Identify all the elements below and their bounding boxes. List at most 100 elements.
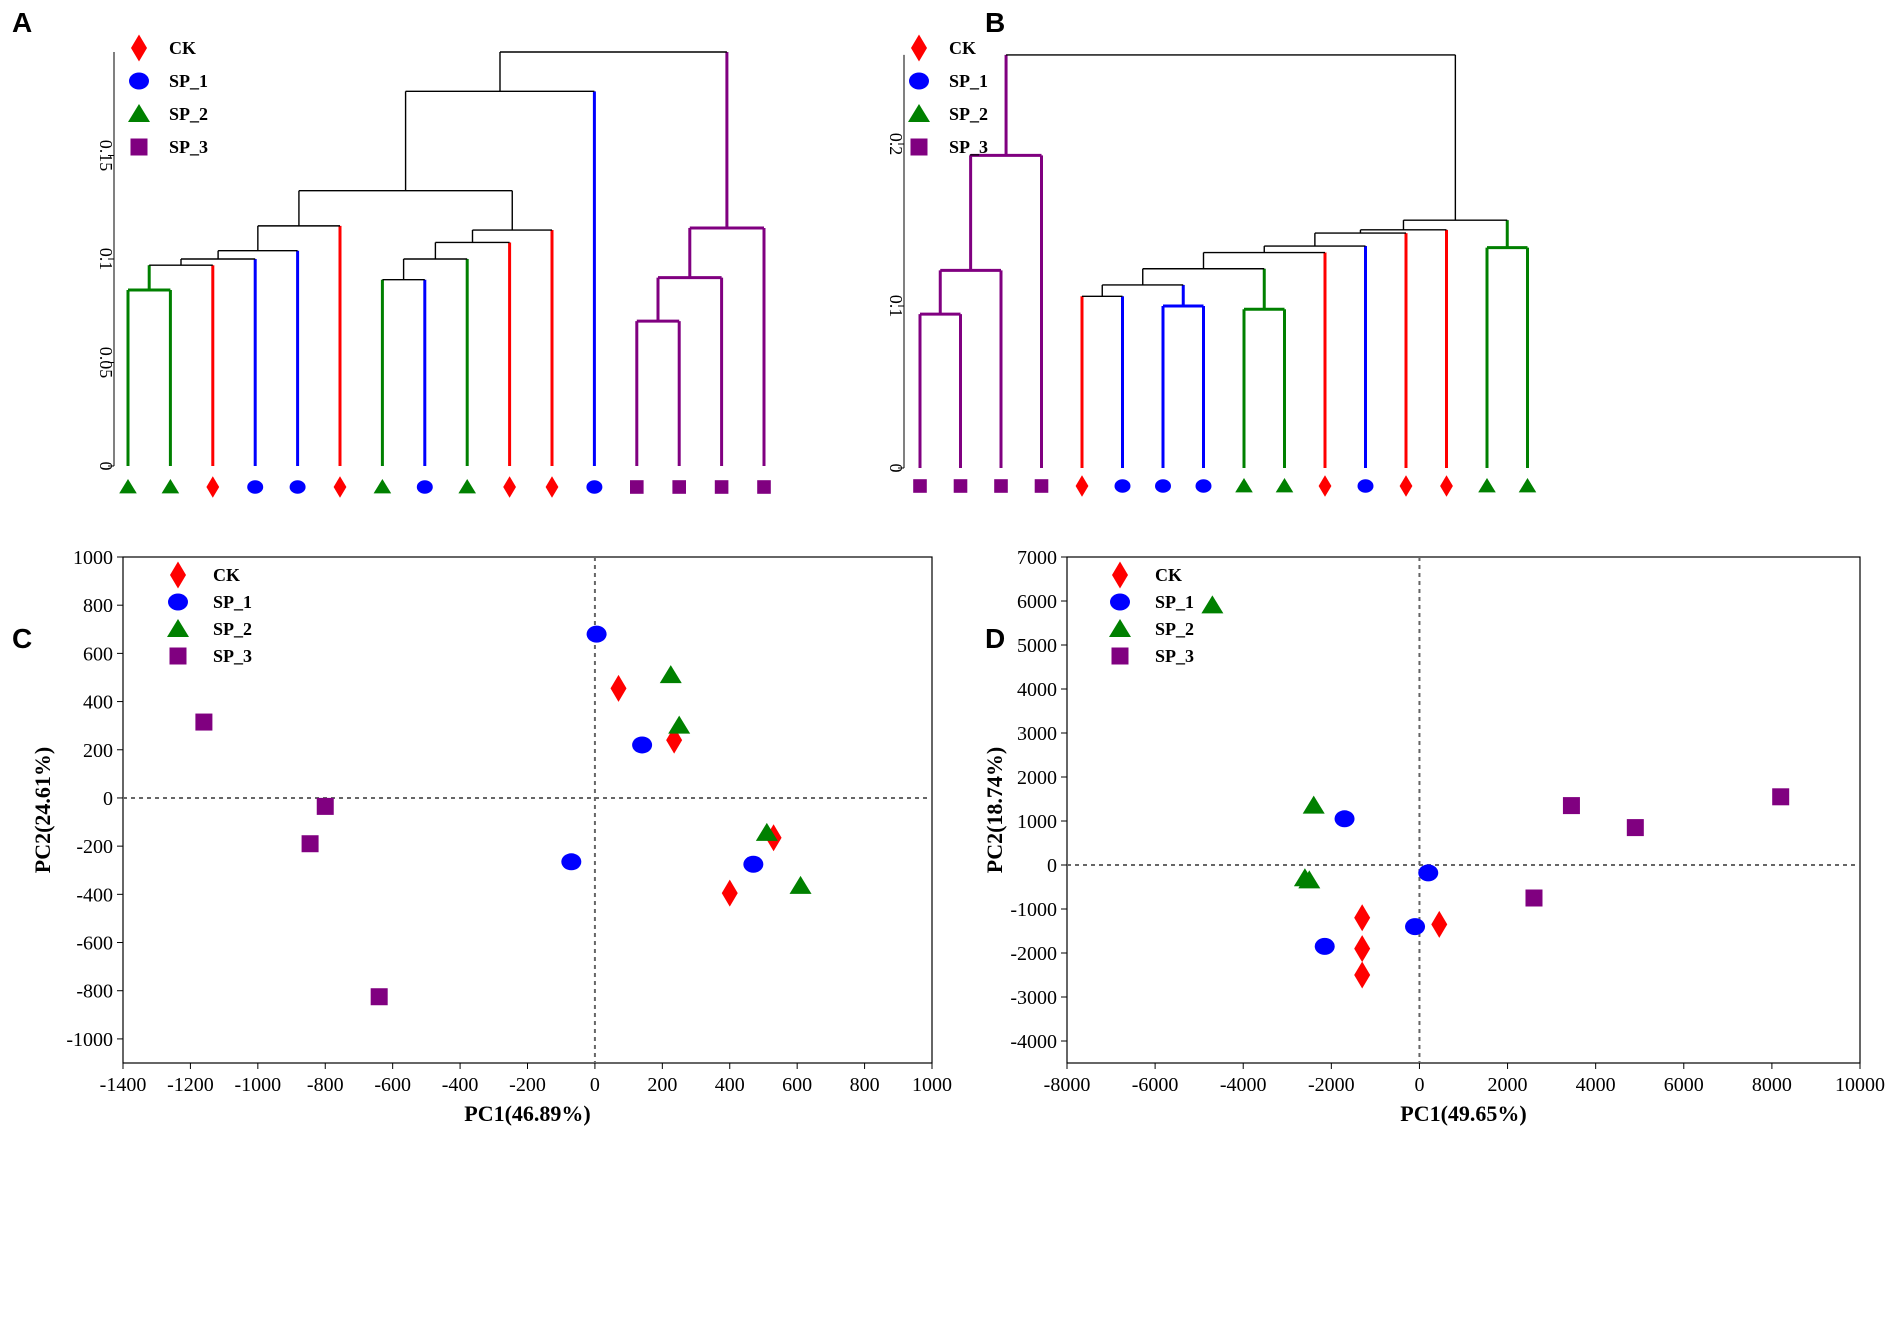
legend-label-sp_2: SP_2 — [169, 104, 208, 124]
point-ck — [1354, 935, 1371, 963]
y-tick-label: -800 — [76, 981, 113, 1003]
leaf-marker-sp_1 — [1195, 479, 1212, 493]
legend-marker-sp_3 — [130, 138, 148, 156]
panel-label-b: B — [985, 7, 1005, 38]
plot-frame — [1066, 556, 1861, 1064]
leaf-marker-sp_3 — [714, 480, 729, 494]
dendro-y-tick-label: 0.15 — [96, 140, 116, 172]
y-tick-label: 800 — [83, 595, 113, 617]
point-ck — [1354, 904, 1371, 932]
leaf-marker-sp_3 — [672, 480, 686, 494]
x-tick-label: 1000 — [912, 1074, 952, 1096]
leaf-marker-ck — [545, 476, 559, 498]
y-tick-label: 3000 — [1017, 723, 1057, 745]
point-sp_3 — [301, 835, 319, 853]
legend-label-sp_2: SP_2 — [1155, 619, 1194, 639]
leaf-marker-sp_3 — [953, 479, 968, 493]
x-tick-label: 10000 — [1835, 1074, 1885, 1096]
legend-label-sp_3: SP_3 — [1155, 646, 1194, 666]
dendro-y-tick-label: 0.2 — [886, 133, 906, 156]
legend-label-sp_1: SP_1 — [1155, 592, 1194, 612]
leaf-marker-sp_1 — [1114, 479, 1131, 493]
point-sp_2 — [1201, 595, 1224, 614]
legend-marker-sp_1 — [909, 72, 929, 90]
point-sp_2 — [789, 875, 812, 894]
point-sp_3 — [195, 713, 213, 731]
y-tick-label: -4000 — [1010, 1031, 1057, 1053]
x-tick-label: 600 — [782, 1074, 812, 1096]
leaf-marker-ck — [1318, 475, 1332, 497]
y-tick-label: -1000 — [1010, 899, 1057, 921]
leaf-marker-sp_3 — [913, 479, 927, 493]
y-tick-label: 1000 — [1017, 811, 1057, 833]
x-tick-label: -2000 — [1308, 1074, 1355, 1096]
x-tick-label: 800 — [850, 1074, 880, 1096]
leaf-marker-ck — [503, 476, 516, 498]
x-tick-label: -800 — [307, 1074, 344, 1096]
y-tick-label: 0 — [103, 788, 113, 810]
legend-label-sp_3: SP_3 — [169, 137, 208, 157]
point-sp_1 — [1418, 864, 1439, 882]
legend-marker-sp_2 — [908, 104, 930, 122]
y-tick-label: 4000 — [1017, 679, 1057, 701]
legend-label-sp_2: SP_2 — [949, 104, 988, 124]
x-tick-label: 0 — [1414, 1074, 1424, 1096]
legend-label-sp_3: SP_3 — [949, 137, 988, 157]
x-tick-label: 200 — [647, 1074, 677, 1096]
legend-label-sp_2: SP_2 — [213, 619, 252, 639]
legend-marker-sp_1 — [1110, 593, 1130, 611]
x-tick-label: 400 — [715, 1074, 745, 1096]
leaf-marker-sp_1 — [586, 480, 603, 494]
point-sp_3 — [1626, 819, 1644, 837]
y-tick-label: -600 — [76, 933, 113, 955]
y-axis-title: PC2(24.61%) — [30, 747, 55, 873]
legend-label-ck: CK — [169, 38, 196, 58]
x-tick-label: 6000 — [1664, 1074, 1704, 1096]
leaf-marker-sp_2 — [161, 479, 180, 494]
legend-marker-sp_3 — [910, 138, 928, 156]
y-tick-label: 400 — [83, 692, 113, 714]
point-sp_2 — [1298, 870, 1321, 889]
point-sp_2 — [659, 665, 682, 684]
legend-marker-ck — [1112, 561, 1128, 589]
legend-marker-sp_2 — [167, 619, 189, 637]
leaf-marker-sp_1 — [1357, 479, 1374, 493]
x-tick-label: 2000 — [1488, 1074, 1528, 1096]
x-axis-title: PC1(46.89%) — [464, 1101, 590, 1126]
leaf-marker-ck — [333, 476, 347, 498]
y-tick-label: -400 — [76, 884, 113, 906]
dendrogram-panel-b: 0 0.1 0.2 CK SP_1 SP_2 SP_3 — [886, 34, 1537, 497]
x-tick-label: -4000 — [1220, 1074, 1267, 1096]
legend-label-sp_3: SP_3 — [213, 646, 252, 666]
point-sp_3 — [1562, 797, 1580, 815]
leaf-marker-sp_2 — [1235, 478, 1253, 493]
panel-label-c: C — [12, 623, 32, 654]
x-tick-label: -6000 — [1132, 1074, 1179, 1096]
leaf-marker-sp_1 — [1155, 479, 1171, 493]
legend-marker-sp_2 — [128, 104, 150, 122]
panel-label-d: D — [985, 623, 1005, 654]
x-tick-label: -1400 — [100, 1074, 147, 1096]
dendro-y-tick-label: 0 — [96, 462, 116, 471]
point-sp_3 — [1772, 788, 1790, 806]
legend-marker-sp_1 — [129, 72, 149, 90]
point-ck — [1354, 961, 1371, 989]
x-tick-label: -1200 — [167, 1074, 214, 1096]
y-axis-title: PC2(18.74%) — [982, 747, 1007, 873]
legend-marker-sp_1 — [168, 593, 188, 611]
x-tick-label: 4000 — [1576, 1074, 1616, 1096]
dendro-y-tick-label: 0 — [886, 464, 906, 473]
point-sp_1 — [561, 853, 582, 871]
legend-label-ck: CK — [949, 38, 976, 58]
legend-marker-ck — [911, 34, 927, 62]
legend-label-sp_1: SP_1 — [169, 71, 208, 91]
dendro-y-tick-label: 0.1 — [886, 295, 906, 318]
x-tick-label: -1000 — [234, 1074, 281, 1096]
y-tick-label: -3000 — [1010, 987, 1057, 1009]
legend-marker-sp_2 — [1109, 619, 1131, 637]
y-tick-label: 2000 — [1017, 767, 1057, 789]
y-tick-label: 7000 — [1017, 547, 1057, 569]
leaf-marker-ck — [1075, 475, 1089, 497]
x-tick-label: -600 — [374, 1074, 411, 1096]
legend-marker-ck — [131, 34, 147, 62]
